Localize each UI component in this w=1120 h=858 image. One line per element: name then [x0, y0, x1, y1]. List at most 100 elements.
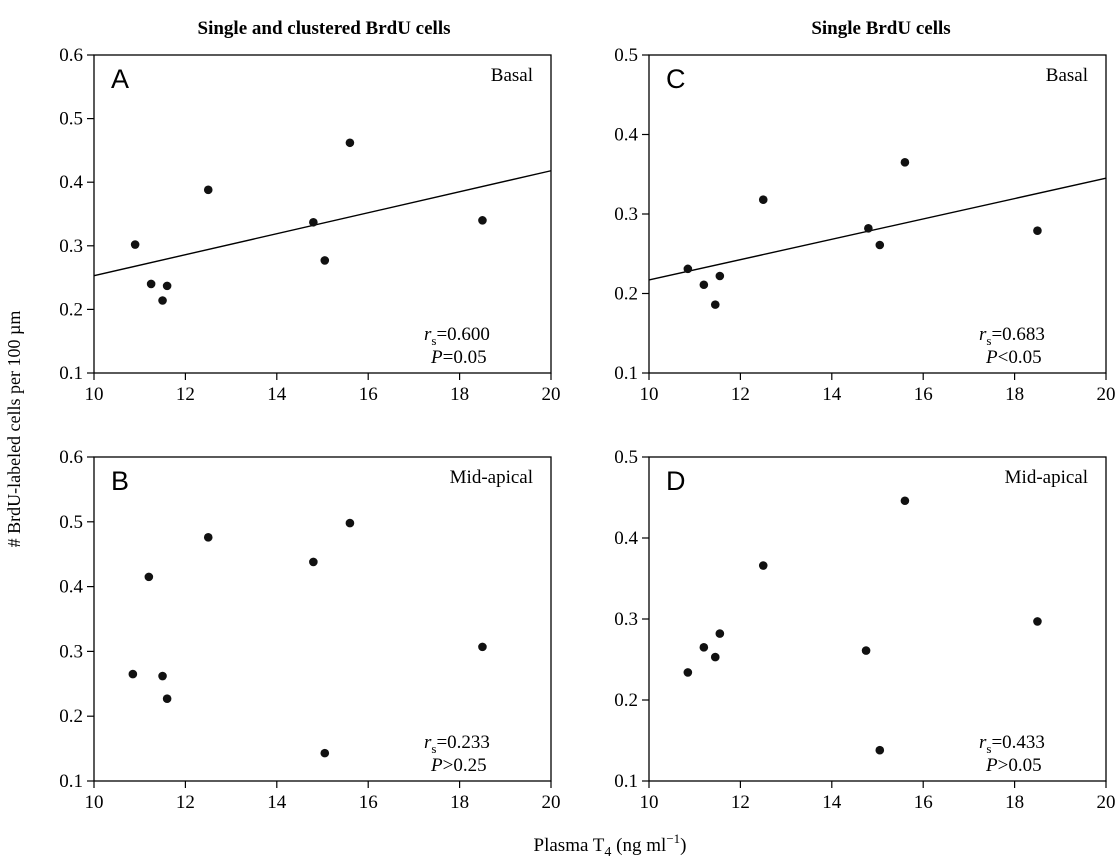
panel-b-data-point — [128, 669, 138, 679]
panel-a-y-tick-label: 0.5 — [59, 109, 83, 130]
panel-b-rs-stat: rs=0.233 — [424, 732, 490, 756]
panel-c-data-point — [683, 264, 693, 274]
panel-b-x-tick-label: 20 — [542, 792, 561, 813]
panel-c-rs-stat: rs=0.683 — [979, 324, 1045, 348]
panel-a-regression-line — [93, 170, 552, 277]
panel-a-x-tick-label: 10 — [85, 384, 104, 405]
panel-d-data-point — [758, 561, 768, 570]
panel-c-data-point — [710, 300, 720, 309]
panel-b-x-tick-label: 18 — [450, 792, 469, 813]
panel-a-data-point — [146, 279, 156, 289]
panel-b-rs-value: =0.233 — [436, 732, 489, 753]
panel-c-rs-symbol: r — [979, 324, 987, 345]
panel-a-y-tick-label: 0.4 — [59, 172, 83, 193]
panel-d-rs-subscript: s — [986, 741, 991, 756]
panel-d-rs-symbol: r — [979, 732, 987, 753]
panel-c-x-tick-label: 14 — [822, 384, 842, 405]
panel-c-data-point — [699, 280, 709, 290]
panel-a-rs-stat: rs=0.600 — [424, 324, 490, 348]
panel-b-p-value: >0.25 — [443, 755, 487, 776]
panel-c-letter: C — [666, 64, 686, 94]
panel-b-data-point — [144, 572, 154, 582]
panel-a-letter: A — [111, 64, 129, 94]
panel-a-rs-subscript: s — [431, 333, 436, 348]
panel-a-y-tick-label: 0.1 — [59, 363, 83, 384]
panel-a-y-tick-label: 0.3 — [59, 236, 83, 257]
x-axis-label-close: ) — [680, 835, 686, 856]
y-axis-label: # BrdU-labeled cells per 100 µm — [4, 311, 24, 548]
panel-d-x-tick-label: 20 — [1097, 792, 1116, 813]
panel-a-p-value: =0.05 — [443, 347, 487, 368]
panel-b-data-point — [478, 642, 487, 652]
panel-c-p-value: <0.05 — [998, 347, 1042, 368]
panel-b-p-symbol: P — [430, 755, 443, 776]
panel-d-letter: D — [666, 466, 686, 496]
panel-b-data-point — [345, 518, 355, 528]
panel-c-y-tick-label: 0.1 — [614, 363, 638, 384]
panel-c-rs-value: =0.683 — [991, 324, 1044, 345]
panel-d-data-point — [1033, 617, 1042, 626]
panel-b-y-tick-label: 0.3 — [59, 641, 83, 662]
panel-c-data-point — [758, 195, 768, 204]
panel-c-data-point — [900, 158, 910, 167]
panel-d: 10 12 14 16 18 20 0.1 0.2 0.3 0.4 0.5 D Mid-apical rs… — [614, 447, 1115, 813]
x-axis-label-subscript: 4 — [604, 845, 611, 858]
panel-d-x-tick-label: 18 — [1005, 792, 1024, 813]
panel-a-data-point — [478, 216, 487, 225]
panel-c-y-tick-label: 0.5 — [614, 45, 638, 66]
panel-b: 10 12 14 16 18 20 0.1 0.2 0.3 0.4 0.5 0.6 B Mid-apica… — [59, 447, 560, 813]
panel-a-x-tick-label: 14 — [267, 384, 287, 405]
panel-b-region-label: Mid-apical — [450, 467, 533, 488]
panel-b-x-tick-label: 16 — [359, 792, 378, 813]
panel-a-data-point — [309, 217, 318, 227]
panel-d-y-tick-label: 0.2 — [614, 690, 638, 711]
panel-d-data-point — [861, 646, 871, 655]
panel-b-letter: B — [111, 466, 129, 496]
panel-c-x-tick-label: 16 — [914, 384, 933, 405]
panel-c-regression-line — [648, 177, 1107, 281]
panels: 10 12 14 16 18 200.10.20.30.40.50.6A Basalrs=0… — [59, 45, 1115, 813]
panel-b-y-tick-label: 0.1 — [59, 771, 83, 792]
panel-d-rs-stat: rs=0.433 — [979, 732, 1045, 756]
panel-d-y-tick-label: 0.1 — [614, 771, 638, 792]
panel-a-data-point — [203, 185, 213, 195]
panel-a-data-point — [162, 281, 172, 291]
panel-c-p-symbol: P — [985, 347, 998, 368]
panel-a-x-tick-label: 20 — [542, 384, 561, 405]
panel-d-rs-value: =0.433 — [991, 732, 1044, 753]
panel-b-x-tick-label: 10 — [85, 792, 104, 813]
panel-d-x-tick-label: 10 — [640, 792, 659, 813]
panel-d-x-tick-label: 12 — [731, 792, 750, 813]
panel-b-data-point — [162, 694, 172, 704]
panel-c-data-point — [875, 240, 885, 250]
panel-a-frame — [93, 54, 552, 374]
panel-b-data-point — [309, 557, 318, 567]
panel-a-x-tick-label: 16 — [359, 384, 378, 405]
panel-c-y-tick-label: 0.4 — [614, 125, 638, 146]
panel-d-p-symbol: P — [985, 755, 998, 776]
panel-a-data-point — [320, 256, 330, 265]
panel-d-region-label: Mid-apical — [1005, 467, 1088, 488]
panel-a-data-point — [130, 240, 140, 249]
panel-d-x-tick-label: 14 — [822, 792, 842, 813]
panel-c: 10 12 14 16 18 20 0.1 0.2 0.3 0.4 0.5 C Basal rs=0.68… — [614, 45, 1115, 405]
x-axis-label-superscript: −1 — [666, 831, 680, 846]
panel-b-data-point — [203, 533, 213, 542]
panel-b-p-stat: P>0.25 — [430, 755, 487, 776]
panel-d-data-point — [699, 643, 709, 652]
panel-a-rs-value: =0.600 — [436, 324, 489, 345]
panel-a-data-point — [345, 138, 355, 148]
panel-c-region-label: Basal — [1046, 65, 1088, 86]
panel-d-data-point — [715, 629, 725, 638]
panel-b-y-tick-label: 0.2 — [59, 706, 83, 727]
panel-c-x-tick-label: 10 — [640, 384, 659, 405]
panel-b-y-tick-label: 0.6 — [59, 447, 83, 468]
panel-d-p-value: >0.05 — [998, 755, 1042, 776]
panel-c-y-tick-label: 0.2 — [614, 284, 638, 305]
panel-d-y-tick-label: 0.3 — [614, 609, 638, 630]
panel-a-data-point — [158, 296, 167, 305]
panel-b-frame — [93, 456, 552, 782]
panel-b-x-tick-label: 12 — [176, 792, 195, 813]
x-axis-label-unit: (ng ml — [611, 835, 666, 856]
